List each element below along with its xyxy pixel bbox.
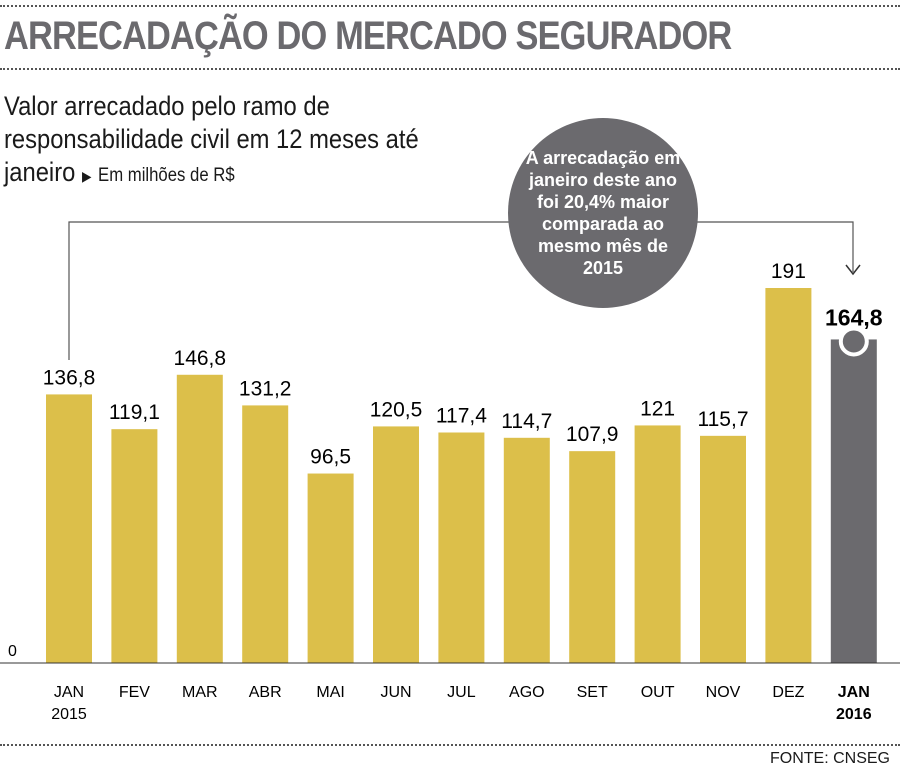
x-tick-label-8: SET xyxy=(577,684,608,701)
x-tick-label-9: OUT xyxy=(641,684,675,701)
bar-8 xyxy=(569,451,616,663)
x-tick-label-0: 2015 xyxy=(51,706,87,723)
page-title: ARRECADAÇÃO DO MERCADO SEGURADOR xyxy=(4,14,732,58)
x-tick-label-4: MAI xyxy=(316,684,344,701)
unit-label: Em milhões de R$ xyxy=(98,165,235,186)
x-tick-label-1: FEV xyxy=(119,684,150,701)
arrow-down-icon xyxy=(845,264,861,276)
data-label-3: 131,2 xyxy=(239,377,292,400)
data-label-8: 107,9 xyxy=(566,423,619,446)
x-tick-label-10: NOV xyxy=(706,684,741,701)
highlight-marker xyxy=(838,326,869,357)
bar-7 xyxy=(503,437,550,663)
y-tick-0: 0 xyxy=(8,643,17,660)
bar-0 xyxy=(46,394,92,663)
data-label-9: 121 xyxy=(640,397,675,420)
bar-6 xyxy=(438,432,485,663)
data-label-12: 164,8 xyxy=(825,304,883,330)
callout-text: A arrecadação em janeiro deste ano foi 2… xyxy=(525,148,681,278)
bar-5 xyxy=(373,426,419,663)
data-label-4: 96,5 xyxy=(310,446,351,469)
data-label-1: 119,1 xyxy=(109,401,160,424)
data-label-5: 120,5 xyxy=(370,398,423,421)
bar-4 xyxy=(307,473,354,663)
bar-3 xyxy=(242,405,289,663)
x-tick-label-2: MAR xyxy=(182,684,218,701)
x-tick-label-12: 2016 xyxy=(836,706,872,723)
x-tick-label-7: AGO xyxy=(509,684,545,701)
chart-subtitle: Valor arrecadado pelo ramo de responsabi… xyxy=(4,90,462,193)
x-tick-label-11: DEZ xyxy=(772,684,804,701)
x-tick-label-0: JAN xyxy=(54,684,84,701)
bar-1 xyxy=(111,429,158,663)
title-divider xyxy=(0,68,900,70)
data-label-0: 136,8 xyxy=(43,366,96,389)
bar-10 xyxy=(700,435,746,663)
x-tick-label-3: ABR xyxy=(249,684,282,701)
data-label-2: 146,8 xyxy=(174,347,227,370)
bar-11 xyxy=(765,288,812,663)
bar-12 xyxy=(830,339,877,663)
callout-bubble: A arrecadação em janeiro deste ano foi 2… xyxy=(508,118,698,308)
subtitle-text: Valor arrecadado pelo ramo de responsabi… xyxy=(4,91,419,187)
data-label-10: 115,7 xyxy=(698,408,749,431)
top-divider xyxy=(0,5,900,7)
x-tick-label-5: JUN xyxy=(380,684,411,701)
bottom-divider xyxy=(0,744,900,746)
bar-2 xyxy=(176,374,223,663)
connector-line xyxy=(68,221,854,360)
x-tick-label-6: JUL xyxy=(447,684,476,701)
triangle-icon: ▶ xyxy=(81,168,92,184)
bar-9 xyxy=(634,425,681,663)
data-label-11: 191 xyxy=(771,260,806,283)
x-tick-label-12: JAN xyxy=(838,684,870,701)
source-label: FONTE: CNSEG xyxy=(769,750,890,767)
data-label-6: 117,4 xyxy=(436,405,487,428)
data-label-7: 114,7 xyxy=(501,410,552,433)
